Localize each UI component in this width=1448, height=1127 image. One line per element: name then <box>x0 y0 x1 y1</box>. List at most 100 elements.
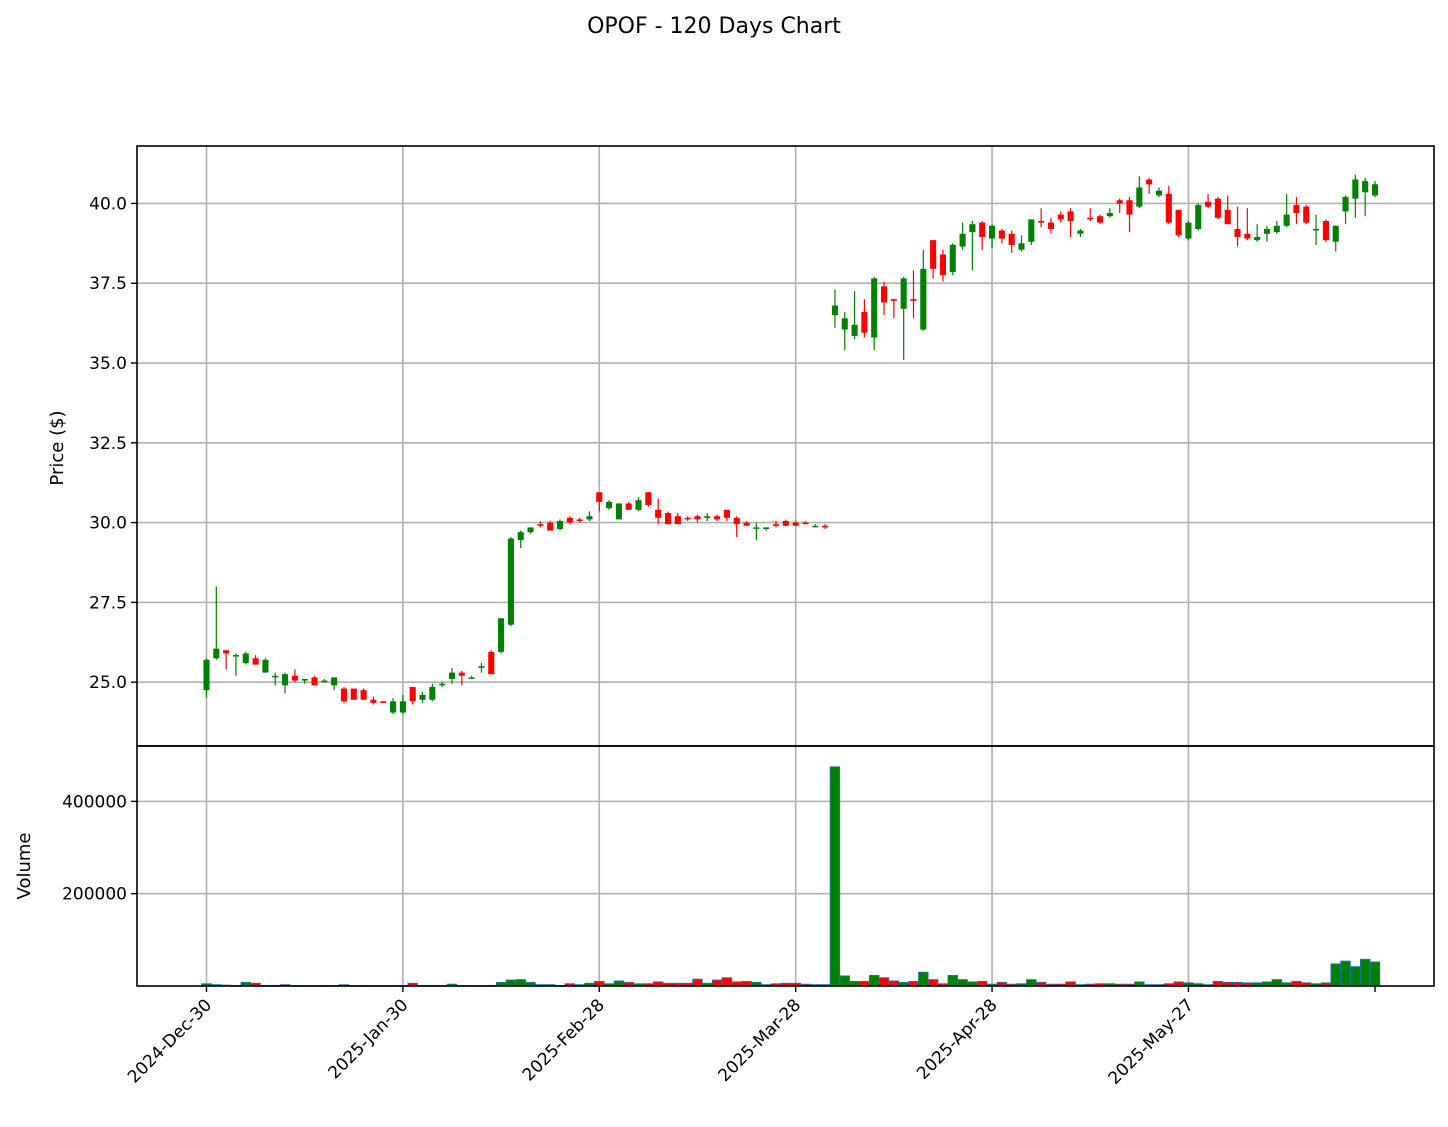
candle <box>1087 208 1094 221</box>
candle <box>763 527 770 531</box>
candle-body <box>998 230 1005 239</box>
candle <box>1214 197 1221 220</box>
candle <box>1254 224 1261 242</box>
candle-body <box>1224 209 1231 225</box>
candle-body <box>1303 206 1310 223</box>
candle-body <box>488 651 495 675</box>
candle <box>213 586 220 660</box>
candle-body <box>586 516 593 520</box>
candle <box>1185 221 1192 241</box>
candle <box>291 669 298 683</box>
candle-body <box>478 666 485 668</box>
candle <box>468 675 475 679</box>
candle-body <box>380 701 387 703</box>
candle <box>439 682 446 687</box>
x-tick-label: 2025-Mar-28 <box>715 995 806 1086</box>
candle-body <box>645 492 652 506</box>
candle <box>704 513 711 521</box>
x-tick-label: 2025-Jan-30 <box>325 995 413 1083</box>
x-tick-label: 2025-May-27 <box>1105 995 1198 1088</box>
candle-body <box>714 516 721 520</box>
candle <box>527 527 534 534</box>
candle-body <box>1165 193 1172 223</box>
candle <box>242 651 249 665</box>
candle <box>1195 203 1202 231</box>
candle <box>802 521 809 525</box>
candle <box>556 519 564 531</box>
candle-body <box>625 503 632 510</box>
candle-body <box>1342 197 1349 212</box>
candle-body <box>1126 200 1133 215</box>
volume-bar <box>839 975 850 987</box>
candle-body <box>566 517 573 523</box>
price-y-tick-label: 25.0 <box>89 673 127 693</box>
candle <box>1313 214 1320 245</box>
candle-body <box>213 648 220 659</box>
candle-body <box>419 694 426 700</box>
candle-body <box>468 677 475 679</box>
candle-body <box>409 686 416 702</box>
candle <box>478 663 485 673</box>
volume-bar <box>829 766 841 987</box>
candle <box>655 498 662 525</box>
candle <box>576 517 583 523</box>
candle-body <box>861 311 868 333</box>
candle <box>399 694 406 715</box>
candle <box>262 658 269 673</box>
candle-body <box>252 658 259 665</box>
candle-body <box>1234 228 1241 237</box>
candle-body <box>360 690 367 700</box>
candle-body <box>831 305 838 316</box>
candle-body <box>1097 216 1104 223</box>
candle-body <box>1362 181 1369 193</box>
candle-body <box>1136 187 1143 207</box>
candle-body <box>655 509 662 518</box>
volume-bar <box>1369 961 1381 987</box>
candle-body <box>743 522 750 526</box>
candle-body <box>1352 179 1359 199</box>
candle-body <box>262 659 269 673</box>
candle <box>1047 217 1055 234</box>
volume-bar <box>957 979 968 987</box>
candle <box>498 618 505 654</box>
candle-body <box>232 655 240 657</box>
candle <box>664 511 672 525</box>
candle-body <box>763 527 770 529</box>
candle-body <box>851 324 858 336</box>
chart-title: OPOF - 120 Days Chart <box>587 14 841 39</box>
candle <box>1263 225 1271 242</box>
candle-body <box>615 503 622 520</box>
candle <box>1077 228 1084 237</box>
candle-body <box>370 699 377 703</box>
candle <box>615 503 622 520</box>
candle <box>959 222 966 250</box>
volume-bar <box>1350 966 1361 987</box>
candle-body <box>527 527 534 533</box>
candle-body <box>1057 214 1064 220</box>
candle <box>890 299 897 319</box>
price-y-tick-label: 30.0 <box>89 514 127 534</box>
candle <box>448 667 456 684</box>
candle <box>714 514 721 521</box>
candle <box>1057 211 1064 223</box>
candle-body <box>733 517 740 525</box>
candle <box>458 671 465 686</box>
candle <box>1146 177 1153 194</box>
candle-body <box>1273 225 1280 233</box>
candle-body <box>1244 233 1251 239</box>
candle-body <box>694 516 701 520</box>
candles-layer <box>203 174 1379 715</box>
candle-body <box>1116 200 1123 204</box>
candle <box>321 678 328 683</box>
candle <box>1244 208 1251 241</box>
candle <box>861 299 868 338</box>
candle <box>370 696 377 705</box>
price-y-ticks: 25.0 27.5 30.0 32.5 35.0 37.5 40.0 <box>89 194 137 693</box>
candle <box>1067 208 1074 237</box>
x-tick-label: 2025-Apr-28 <box>913 995 1001 1083</box>
candle <box>1175 209 1182 237</box>
candle-body <box>802 522 809 525</box>
candle-body <box>890 299 897 301</box>
candle-body <box>812 525 819 528</box>
volume-bar <box>878 977 890 987</box>
